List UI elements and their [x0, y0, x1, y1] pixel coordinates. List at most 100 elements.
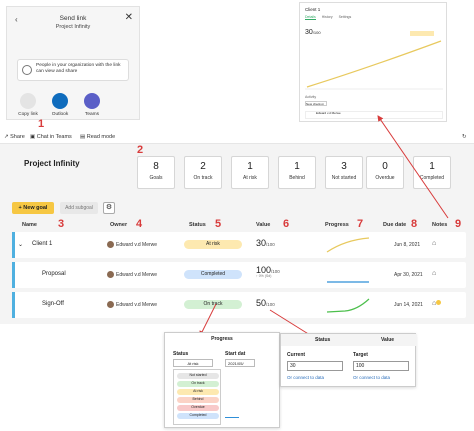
- status-select[interactable]: At risk: [173, 359, 213, 367]
- option-completed[interactable]: Completed: [177, 413, 219, 419]
- tab-settings[interactable]: Settings: [338, 15, 352, 19]
- goal-row[interactable]: Sign-Off Edward v.d Merwe On track 50/10…: [12, 292, 466, 318]
- status-pill[interactable]: On track: [184, 300, 242, 309]
- goal-row[interactable]: Proposal Edward v.d Merwe Completed 100/…: [12, 262, 466, 288]
- current-input[interactable]: 30: [287, 361, 343, 371]
- goal-value[interactable]: 100/100 ↑ 0% (Sd): [256, 265, 280, 278]
- activity-row[interactable]: Edward v.d Merwe: [305, 111, 443, 119]
- header-status[interactable]: Status: [189, 222, 206, 228]
- status-pill[interactable]: Completed: [184, 270, 242, 279]
- progress-sparkline[interactable]: [325, 266, 371, 284]
- share-button[interactable]: ↗ Share: [4, 134, 25, 140]
- sparkline-line: [326, 237, 370, 253]
- notes-icon[interactable]: ⌂: [432, 300, 442, 307]
- header-progress[interactable]: Progress: [325, 222, 349, 228]
- client-panel-tabs: Details History Settings: [305, 15, 356, 20]
- progress-sparkline[interactable]: [325, 236, 371, 254]
- tab-history[interactable]: History: [321, 15, 333, 19]
- goal-value[interactable]: 30/100: [256, 238, 275, 248]
- send-link-panel: ‹ Send link Project Infinity ✕ People in…: [6, 6, 140, 120]
- teams-button[interactable]: Teams: [80, 93, 104, 117]
- stat-label: At risk: [243, 175, 257, 181]
- new-goal-button[interactable]: + New goal: [12, 202, 54, 214]
- activity-label: Activity: [305, 95, 317, 99]
- expand-chevron-icon[interactable]: ⌄: [18, 242, 24, 248]
- outlook-label: Outlook: [51, 112, 69, 117]
- new-check-in-button[interactable]: New check-in: [305, 101, 327, 106]
- connect-data-link-current[interactable]: Or connect to data: [287, 375, 325, 380]
- option-not-started[interactable]: Not started: [177, 373, 219, 379]
- notes-icon[interactable]: ⌂: [432, 240, 437, 247]
- value-number: 50: [256, 298, 267, 308]
- value-header: Value: [381, 337, 395, 343]
- current-label: Current: [287, 352, 306, 358]
- status-badge: [410, 31, 434, 36]
- target-input[interactable]: 100: [353, 361, 409, 371]
- annotation-3: 3: [58, 218, 65, 230]
- stat-at-risk[interactable]: 1 At risk: [231, 156, 269, 189]
- status-pill[interactable]: At risk: [184, 240, 242, 249]
- back-icon[interactable]: ‹: [15, 15, 18, 24]
- client-value-unit: /100: [312, 30, 321, 35]
- header-name[interactable]: Name: [22, 222, 37, 228]
- status-label: Status: [173, 351, 189, 357]
- owner-name: Edward v.d Merwe: [116, 241, 158, 248]
- stat-completed[interactable]: 1 Completed: [413, 156, 451, 189]
- copy-link-button[interactable]: Copy link: [16, 93, 40, 117]
- stat-not-started[interactable]: 3 Not started: [325, 156, 363, 189]
- refresh-icon[interactable]: ↻: [462, 134, 467, 140]
- stat-goals[interactable]: 8 Goals: [137, 156, 175, 189]
- stat-overdue[interactable]: 0 Overdue: [366, 156, 404, 189]
- tab-details[interactable]: Details: [305, 15, 316, 20]
- due-date: Apr 30, 2021: [394, 272, 423, 278]
- client-value-number: 30: [305, 29, 313, 36]
- value-trend-line: [306, 40, 442, 88]
- chat-label: Chat in Teams: [36, 134, 72, 140]
- link-permission-box[interactable]: People in your organization with the lin…: [17, 59, 129, 81]
- outlook-button[interactable]: Outlook: [48, 93, 72, 117]
- value-trend-chart: [305, 40, 443, 90]
- option-on-track[interactable]: On track: [177, 381, 219, 387]
- status-header: Status: [315, 337, 331, 343]
- annotation-8: 8: [411, 218, 418, 230]
- close-icon[interactable]: ✕: [124, 12, 133, 23]
- due-date: Jun 8, 2021: [394, 242, 421, 248]
- option-overdue[interactable]: Overdue: [177, 405, 219, 411]
- avatar: [107, 301, 114, 308]
- due-date: Jun 14, 2021: [394, 302, 423, 308]
- goal-value[interactable]: 50/100: [256, 298, 275, 308]
- popup-header: Status Value: [281, 334, 417, 346]
- header-value[interactable]: Value: [256, 222, 271, 228]
- read-mode-label: Read mode: [86, 134, 116, 140]
- connect-data-link-target[interactable]: Or connect to data: [353, 375, 391, 380]
- client-panel-value: 30/100: [305, 29, 321, 36]
- goal-row[interactable]: ⌄ Client 1 Edward v.d Merwe At risk 30/1…: [12, 232, 466, 258]
- toolbar: ↗ Share ▣ Chat in Teams ▤ Read mode ↻: [0, 130, 474, 144]
- send-link-title: Send link: [59, 15, 87, 22]
- value-number: 30: [256, 238, 267, 248]
- stat-value: 2: [200, 161, 206, 172]
- header-notes[interactable]: Notes: [432, 222, 448, 228]
- stat-on-track[interactable]: 2 On track: [184, 156, 222, 189]
- share-label: Share: [10, 134, 25, 140]
- chat-in-teams-button[interactable]: ▣ Chat in Teams: [30, 134, 72, 140]
- header-owner[interactable]: Owner: [110, 222, 128, 228]
- progress-sparkline[interactable]: [325, 296, 371, 314]
- annotation-5: 5: [215, 218, 222, 230]
- option-at-risk[interactable]: At risk: [177, 389, 219, 395]
- goal-name[interactable]: Sign-Off: [42, 301, 64, 307]
- header-due-date[interactable]: Due date: [383, 222, 407, 228]
- add-subgoal-button[interactable]: Add subgoal: [60, 202, 98, 214]
- goal-name[interactable]: Client 1: [32, 241, 53, 247]
- sparkline-line: [326, 298, 370, 313]
- annotation-4: 4: [136, 218, 143, 230]
- goal-owner: Edward v.d Merwe: [107, 301, 157, 308]
- stat-behind[interactable]: 1 Behind: [278, 156, 316, 189]
- arrow-to-progress-popup: [199, 303, 217, 337]
- goal-name[interactable]: Proposal: [42, 271, 66, 277]
- notes-icon[interactable]: ⌂: [432, 270, 437, 277]
- option-behind[interactable]: Behind: [177, 397, 219, 403]
- read-mode-button[interactable]: ▤ Read mode: [80, 134, 116, 140]
- settings-button[interactable]: ⚙: [103, 202, 115, 214]
- start-date-input[interactable]: 2021/05/: [225, 359, 255, 367]
